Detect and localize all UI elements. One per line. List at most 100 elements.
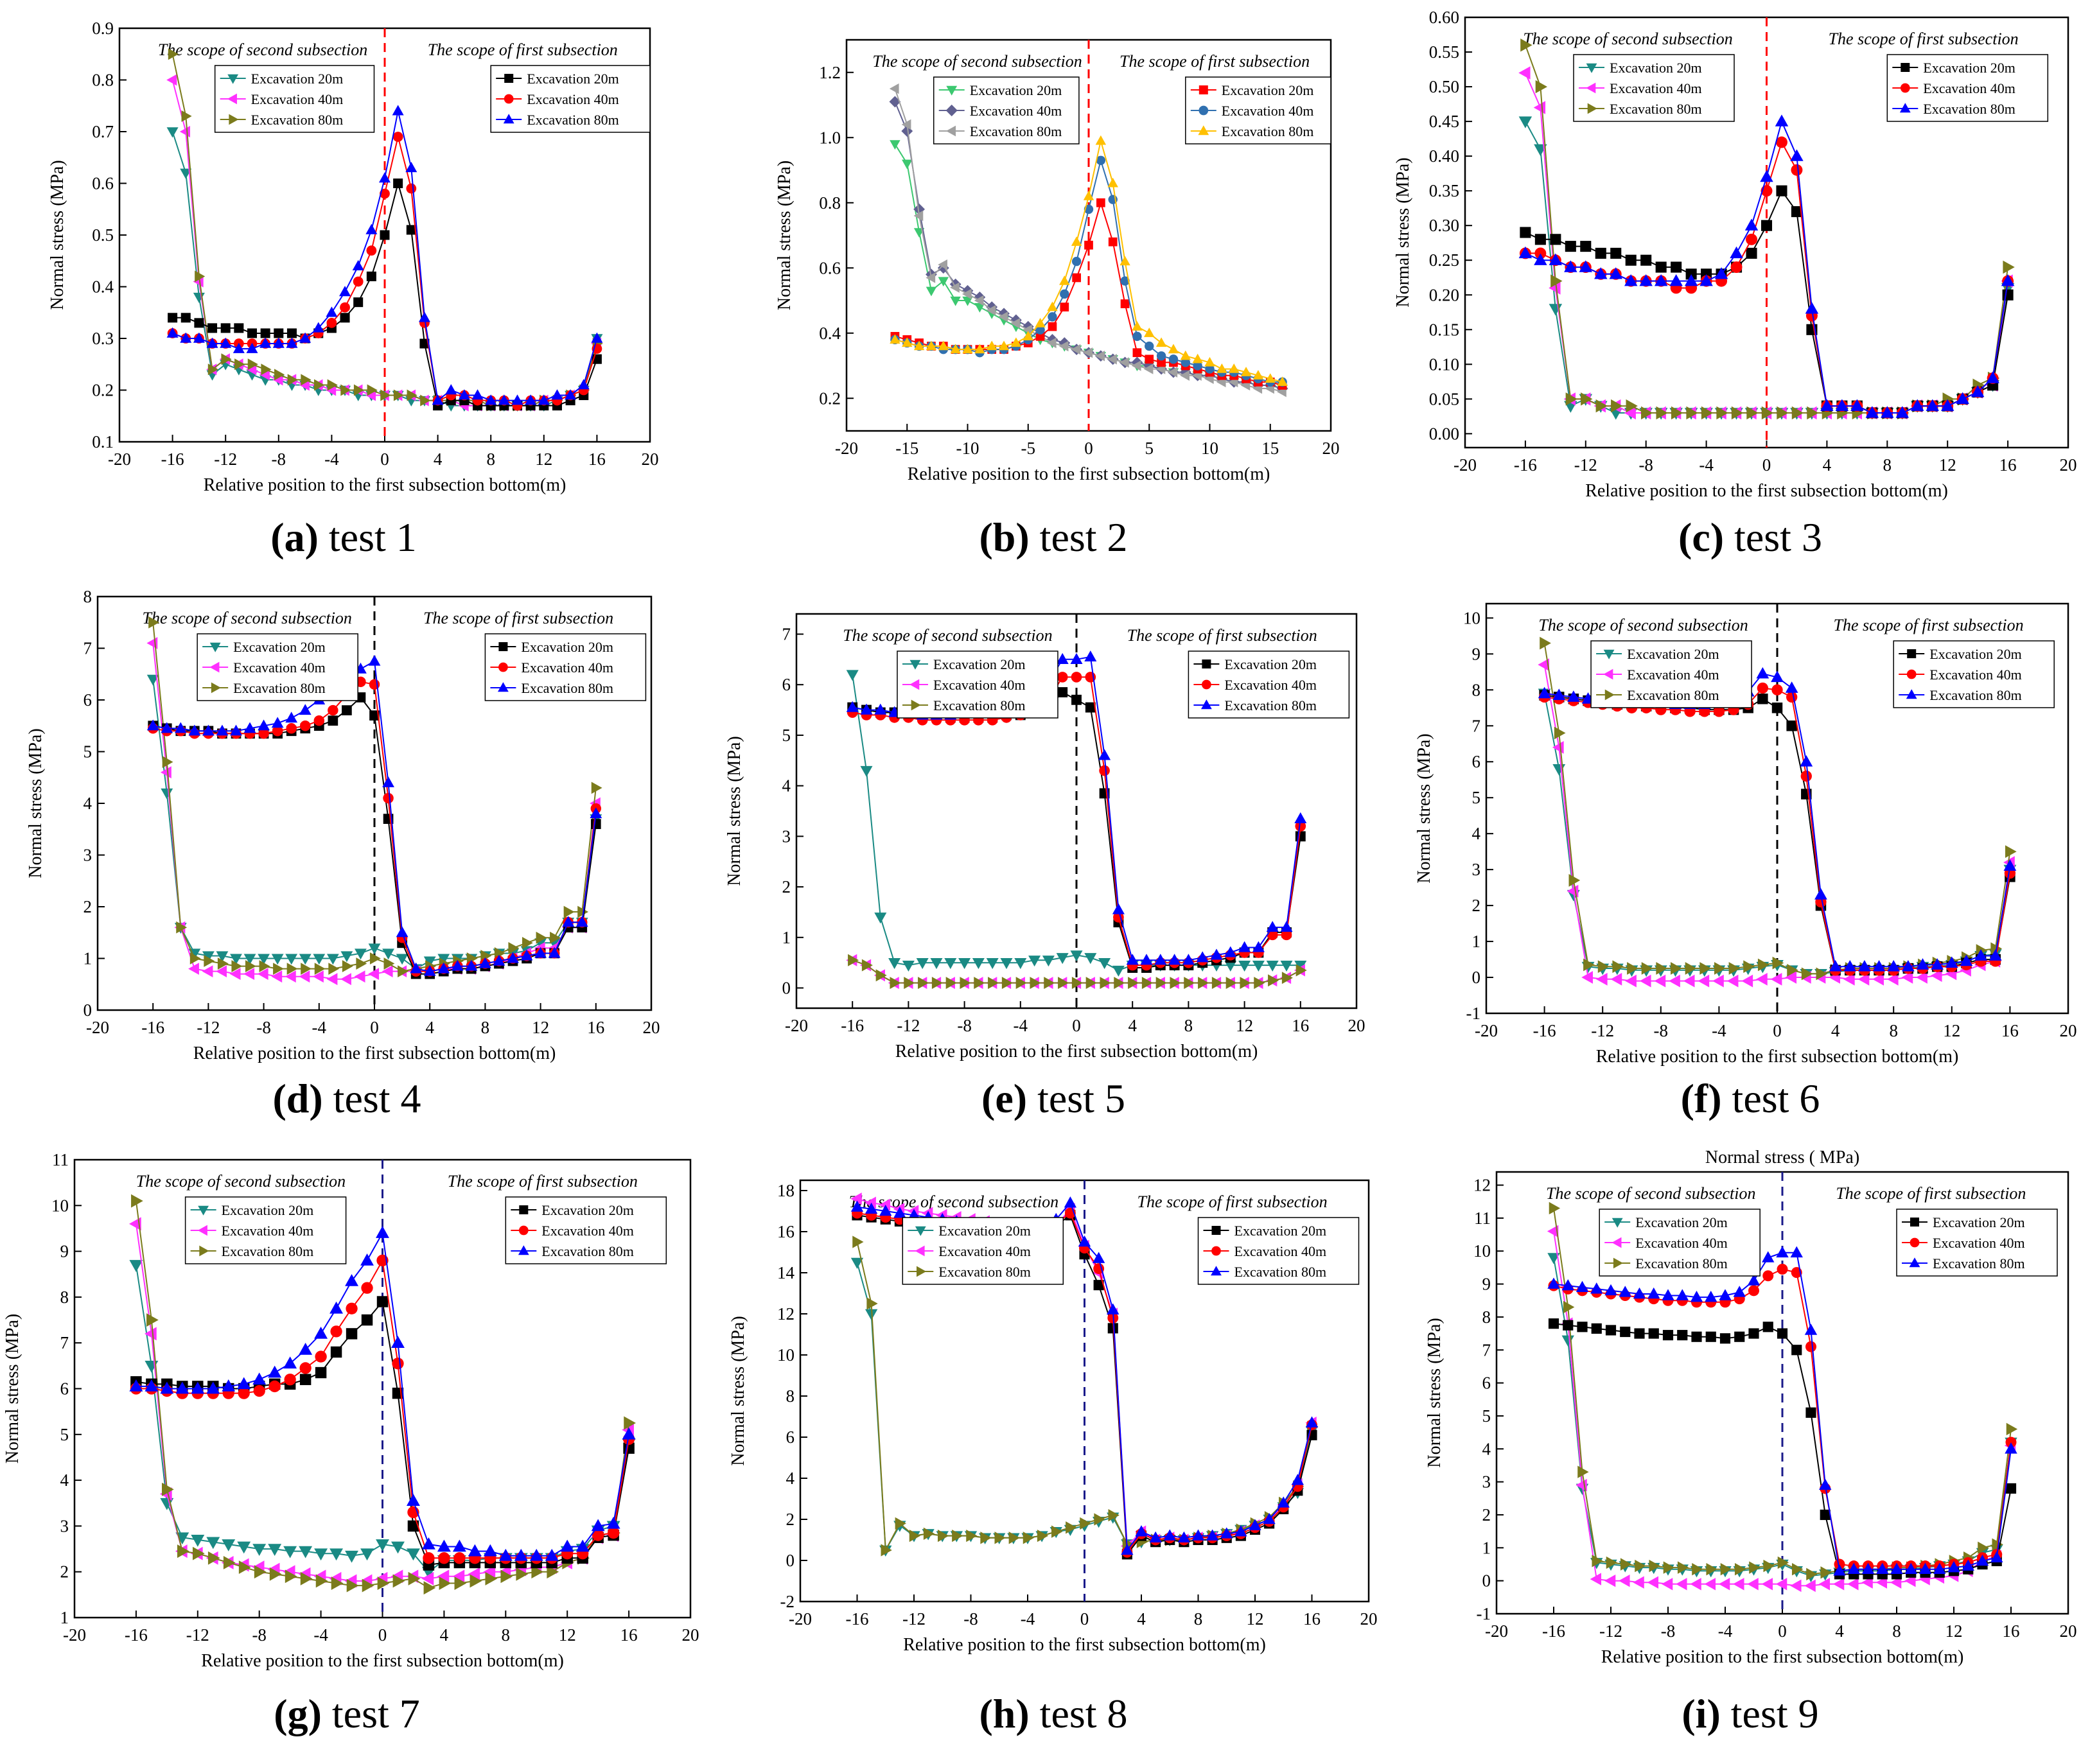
data-point xyxy=(1857,972,1870,986)
x-tick-label: 20 xyxy=(1360,1609,1378,1629)
x-tick-label: 4 xyxy=(425,1018,434,1037)
data-point xyxy=(1037,1529,1049,1542)
data-point xyxy=(1277,1496,1290,1508)
legend-marker xyxy=(1587,103,1597,114)
data-point xyxy=(1690,1578,1701,1591)
legend-marker xyxy=(1910,1218,1919,1227)
data-point xyxy=(1154,954,1167,965)
data-point xyxy=(438,1552,450,1564)
y-tick-label: 5 xyxy=(1472,788,1481,807)
legend-marker xyxy=(1901,63,1910,72)
data-point xyxy=(1634,1328,1645,1339)
data-point xyxy=(1805,302,1819,314)
data-point xyxy=(1931,958,1944,970)
legend-left: Excavation 20m Excavation 40m Excavation 8… xyxy=(902,1217,1064,1285)
data-point xyxy=(1605,1325,1617,1336)
data-point xyxy=(238,1560,251,1575)
legend-marker xyxy=(209,661,220,673)
legend-marker xyxy=(1586,82,1596,94)
x-axis-label: Relative position to the first subsectio… xyxy=(193,1044,556,1063)
y-tick-label: 0.40 xyxy=(1429,146,1459,166)
data-point xyxy=(607,1526,620,1539)
legend-label: Excavation 40m xyxy=(1929,667,2022,683)
data-point xyxy=(405,161,417,173)
data-point xyxy=(1791,1345,1802,1356)
data-point xyxy=(938,259,947,270)
data-point xyxy=(398,965,408,978)
data-point xyxy=(531,1565,544,1579)
data-point xyxy=(216,965,227,978)
legend-left: Excavation 20m Excavation 40m Excavation 8… xyxy=(1590,640,1752,708)
legend-marker xyxy=(227,74,239,84)
data-point xyxy=(1757,958,1769,972)
data-point xyxy=(1604,1574,1616,1587)
data-point xyxy=(1058,977,1069,990)
x-tick-label: -16 xyxy=(125,1625,148,1645)
data-point xyxy=(330,1325,342,1338)
y-tick-label: 4 xyxy=(60,1471,69,1490)
data-point xyxy=(1701,406,1714,420)
data-point xyxy=(1734,1331,1745,1342)
region-label-second: The scope of second subsection xyxy=(136,1172,346,1191)
data-point xyxy=(1730,261,1743,273)
x-tick-label: -8 xyxy=(252,1625,267,1645)
data-point xyxy=(960,977,971,990)
data-point xyxy=(1649,1559,1660,1573)
data-point xyxy=(916,958,929,970)
data-point xyxy=(1193,361,1202,371)
data-point xyxy=(423,965,436,976)
legend-left: Excavation 20m Excavation 40m Excavation 8… xyxy=(1599,1209,1761,1277)
data-point xyxy=(866,1297,878,1310)
data-point xyxy=(301,374,312,386)
x-tick-label: 10 xyxy=(1201,439,1218,458)
data-point xyxy=(1624,406,1636,420)
data-point xyxy=(1741,974,1753,988)
x-tick-label: -4 xyxy=(1014,1016,1028,1035)
legend-label: Excavation 80m xyxy=(1222,123,1314,139)
x-tick-label: -16 xyxy=(1533,1021,1556,1040)
data-point xyxy=(1056,953,1069,965)
y-axis-label: Normal stress (MPa) xyxy=(775,161,795,310)
data-point xyxy=(286,723,297,734)
data-point xyxy=(516,1567,529,1581)
data-point xyxy=(468,1544,482,1557)
data-point xyxy=(1035,325,1045,335)
y-tick-label: 0.05 xyxy=(1429,389,1459,408)
data-point xyxy=(421,1537,435,1550)
data-point xyxy=(312,322,324,333)
y-tick-label: 10 xyxy=(51,1196,69,1215)
x-tick-label: -4 xyxy=(1718,1621,1733,1641)
data-point xyxy=(1100,977,1111,990)
y-tick-label: 1.0 xyxy=(819,128,841,147)
x-tick-label: 0 xyxy=(1084,439,1093,458)
data-point xyxy=(1112,903,1125,914)
data-point xyxy=(328,963,340,975)
data-point xyxy=(986,340,997,351)
x-tick-label: -12 xyxy=(1574,455,1597,475)
data-point xyxy=(962,288,972,300)
legend-marker xyxy=(209,642,221,652)
series-right-5 xyxy=(166,105,603,405)
data-point xyxy=(1833,1564,1846,1576)
legend-label: Excavation 20m xyxy=(222,1202,314,1218)
data-point xyxy=(326,317,337,328)
data-point xyxy=(1816,967,1828,981)
y-tick-label: 6 xyxy=(782,675,791,694)
data-point xyxy=(1641,962,1653,975)
data-point xyxy=(313,715,325,726)
data-point xyxy=(1048,322,1057,331)
data-point xyxy=(1120,299,1130,308)
data-point xyxy=(1132,348,1142,358)
legend-marker xyxy=(229,114,239,125)
data-point xyxy=(1919,1562,1932,1574)
data-point xyxy=(383,792,394,804)
data-point xyxy=(1252,941,1265,952)
data-point xyxy=(1669,274,1683,286)
legend-label: Excavation 20m xyxy=(970,82,1062,98)
data-point xyxy=(193,332,205,343)
data-point xyxy=(1064,1196,1077,1208)
data-point xyxy=(938,1529,949,1542)
data-point xyxy=(268,1544,282,1556)
x-tick-label: -8 xyxy=(256,1018,271,1037)
data-point xyxy=(1820,399,1834,411)
